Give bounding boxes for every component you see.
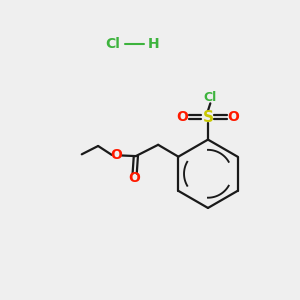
Text: O: O bbox=[110, 148, 122, 163]
Text: Cl: Cl bbox=[204, 92, 217, 104]
Text: O: O bbox=[228, 110, 239, 124]
Text: Cl: Cl bbox=[105, 38, 120, 52]
Text: O: O bbox=[129, 171, 141, 185]
Text: S: S bbox=[202, 110, 214, 125]
Text: H: H bbox=[148, 38, 159, 52]
Text: O: O bbox=[176, 110, 188, 124]
